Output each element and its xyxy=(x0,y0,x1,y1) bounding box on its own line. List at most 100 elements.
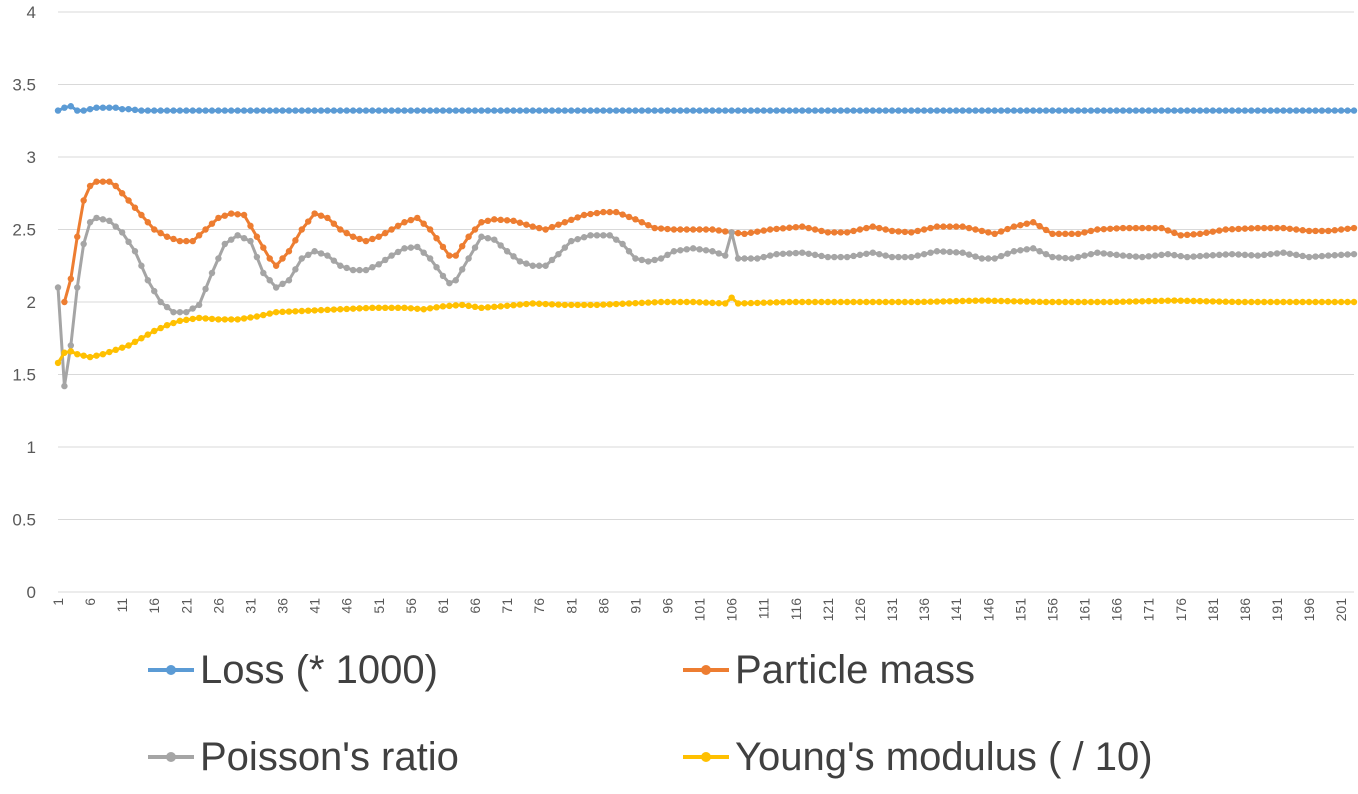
data-point xyxy=(1286,250,1294,257)
data-point xyxy=(940,248,947,255)
data-point xyxy=(247,237,254,245)
data-point xyxy=(157,298,164,306)
data-point xyxy=(1004,297,1011,305)
data-point xyxy=(491,303,498,311)
data-point xyxy=(683,246,690,253)
data-point xyxy=(933,248,941,255)
data-point xyxy=(465,255,472,262)
data-point xyxy=(510,107,517,114)
data-point xyxy=(837,253,844,261)
data-point xyxy=(933,223,941,230)
data-point xyxy=(574,107,581,114)
data-point xyxy=(170,235,177,243)
data-point xyxy=(689,298,697,306)
series-2 xyxy=(54,214,1358,390)
data-point xyxy=(747,255,755,262)
data-point xyxy=(1260,107,1268,114)
data-point xyxy=(1183,253,1191,261)
data-point xyxy=(369,235,376,243)
data-point xyxy=(568,107,575,114)
data-point xyxy=(1055,230,1063,238)
data-point xyxy=(1113,107,1120,114)
data-point xyxy=(869,223,877,230)
data-point xyxy=(927,249,934,256)
data-point xyxy=(426,107,434,114)
data-point xyxy=(228,210,235,217)
data-point xyxy=(1177,297,1184,304)
data-point xyxy=(195,107,203,114)
data-point xyxy=(1087,250,1095,258)
data-point xyxy=(106,178,113,185)
data-point xyxy=(535,300,543,307)
data-point xyxy=(1107,250,1114,258)
data-point xyxy=(151,226,158,233)
data-point xyxy=(747,299,755,307)
x-tick-label: 116 xyxy=(788,598,804,621)
data-point xyxy=(234,107,241,114)
data-point xyxy=(452,252,459,259)
data-point xyxy=(1087,298,1095,306)
data-point xyxy=(54,284,62,291)
data-point xyxy=(529,223,536,230)
data-point xyxy=(324,306,331,314)
data-point xyxy=(414,107,421,114)
data-point xyxy=(856,251,864,259)
data-point xyxy=(664,298,671,306)
data-point xyxy=(93,104,100,111)
data-point xyxy=(112,104,119,111)
data-point xyxy=(606,301,613,308)
data-point xyxy=(330,220,338,227)
data-point xyxy=(1010,107,1018,114)
data-point xyxy=(1049,298,1056,306)
data-point xyxy=(978,227,986,235)
data-point xyxy=(266,310,273,317)
data-point xyxy=(61,349,68,356)
data-point xyxy=(497,303,504,310)
series-line xyxy=(62,180,1355,303)
data-point xyxy=(580,301,588,309)
data-point xyxy=(702,226,710,233)
data-point xyxy=(1055,298,1063,306)
data-point xyxy=(805,107,812,114)
legend-label: Young's modulus ( / 10) xyxy=(735,735,1153,779)
data-point xyxy=(1139,224,1146,232)
data-point xyxy=(362,237,370,245)
data-point xyxy=(388,107,395,114)
data-point xyxy=(471,107,479,114)
data-point xyxy=(683,107,690,114)
data-point xyxy=(972,107,979,114)
data-point xyxy=(1196,230,1204,238)
data-point xyxy=(542,107,549,114)
data-point xyxy=(369,264,376,271)
data-point xyxy=(561,301,569,309)
data-point xyxy=(452,107,459,114)
data-point xyxy=(118,229,126,236)
data-point xyxy=(157,324,164,332)
data-point xyxy=(1177,252,1184,260)
data-point xyxy=(548,301,556,308)
data-point xyxy=(1190,107,1197,114)
data-point xyxy=(208,269,216,277)
data-point xyxy=(112,182,119,190)
data-point xyxy=(1023,220,1030,227)
data-point xyxy=(99,104,107,111)
data-point xyxy=(189,315,196,323)
data-point xyxy=(657,107,665,114)
data-point xyxy=(118,190,126,197)
x-tick-label: 1 xyxy=(50,598,66,606)
data-point xyxy=(356,266,363,274)
data-point xyxy=(754,228,761,235)
data-point xyxy=(811,107,819,114)
data-point xyxy=(568,301,575,309)
data-point xyxy=(330,257,338,264)
data-point xyxy=(689,245,697,252)
legend-swatch-marker xyxy=(166,752,176,762)
data-point xyxy=(664,225,671,233)
data-point xyxy=(1171,107,1178,114)
data-point xyxy=(1280,107,1287,114)
data-point xyxy=(991,230,998,238)
data-point xyxy=(330,107,338,114)
data-point xyxy=(240,107,248,114)
data-point xyxy=(1183,297,1191,305)
data-point xyxy=(651,299,658,306)
